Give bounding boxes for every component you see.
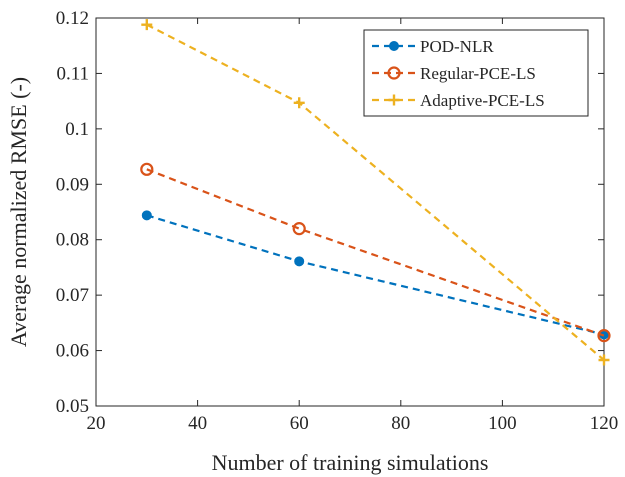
x-tick-label: 20 xyxy=(87,413,106,434)
data-point xyxy=(141,19,153,31)
y-tick-label: 0.06 xyxy=(56,341,89,362)
x-tick-label: 40 xyxy=(188,413,207,434)
data-point xyxy=(598,354,610,366)
data-point xyxy=(294,256,305,267)
legend-marker xyxy=(388,94,400,106)
x-tick-label: 100 xyxy=(488,413,517,434)
y-tick-label: 0.08 xyxy=(56,230,89,251)
data-point xyxy=(597,329,611,343)
legend-label: Adaptive-PCE-LS xyxy=(420,91,545,110)
x-tick-label: 120 xyxy=(590,413,619,434)
x-axis-label: Number of training simulations xyxy=(212,450,489,475)
data-point xyxy=(292,222,306,236)
data-point xyxy=(140,162,154,176)
legend-label: Regular-PCE-LS xyxy=(420,64,536,83)
legend-label: POD-NLR xyxy=(420,37,494,56)
y-tick-label: 0.11 xyxy=(56,63,89,84)
y-tick-label: 0.1 xyxy=(65,119,89,140)
x-tick-label: 80 xyxy=(391,413,410,434)
y-tick-label: 0.12 xyxy=(56,8,89,29)
axis-ticks: 20 40 60 80 100 120 0.05 0.06 0.07 0.08 0.09 0.1 0.1… xyxy=(56,8,619,434)
data-point xyxy=(141,210,152,221)
data-point xyxy=(293,97,305,109)
x-tick-label: 60 xyxy=(290,413,309,434)
legend: POD-NLR Regular-PCE-LS Adaptive-PCE-LS xyxy=(363,29,589,117)
y-axis-label: Average normalized RMSE (-) xyxy=(6,77,31,347)
legend-marker xyxy=(389,41,399,51)
series-layer xyxy=(140,19,611,366)
series-line-1 xyxy=(146,168,605,337)
y-tick-label: 0.05 xyxy=(56,396,89,417)
y-tick-label: 0.09 xyxy=(56,174,89,195)
legend-marker xyxy=(387,66,401,80)
y-tick-label: 0.07 xyxy=(56,285,89,306)
